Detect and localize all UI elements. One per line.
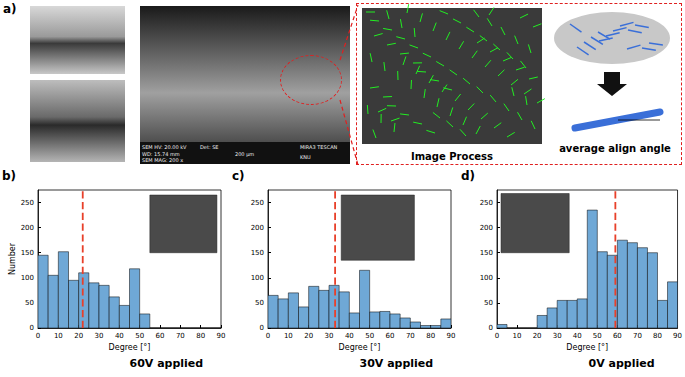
- svg-text:40: 40: [115, 332, 124, 340]
- html-text:KNU: KNU: [300, 154, 311, 160]
- svg-text:20: 20: [74, 332, 83, 340]
- svg-text:40: 40: [573, 332, 582, 340]
- svg-text:d): d): [461, 170, 475, 183]
- svg-text:average align angle: average align angle: [559, 143, 671, 154]
- svg-text:0: 0: [489, 324, 493, 332]
- svg-text:60: 60: [156, 332, 165, 340]
- svg-text:50: 50: [365, 332, 374, 340]
- svg-text:60: 60: [386, 332, 395, 340]
- svg-text:70: 70: [633, 332, 642, 340]
- svg-text:30: 30: [553, 332, 562, 340]
- html-text:SEM HV: 20.00 kV: SEM HV: 20.00 kV: [142, 144, 187, 150]
- svg-text:Degree [°]: Degree [°]: [566, 343, 608, 352]
- svg-text:90: 90: [447, 332, 456, 340]
- svg-text:0: 0: [36, 332, 40, 340]
- svg-text:150: 150: [21, 249, 34, 257]
- svg-text:Number: Number: [8, 242, 17, 275]
- svg-text:30: 30: [95, 332, 104, 340]
- svg-text:0V applied: 0V applied: [589, 357, 655, 370]
- svg-text:200: 200: [21, 224, 34, 232]
- svg-text:50: 50: [135, 332, 144, 340]
- svg-text:b): b): [2, 170, 16, 183]
- svg-text:50: 50: [255, 299, 264, 307]
- html-text:Det: SE: Det: SE: [200, 144, 219, 150]
- svg-text:0: 0: [260, 324, 264, 332]
- svg-text:80: 80: [426, 332, 435, 340]
- svg-text:90: 90: [217, 332, 226, 340]
- svg-text:0: 0: [30, 324, 34, 332]
- svg-text:Image Process: Image Process: [411, 151, 493, 162]
- svg-text:150: 150: [251, 249, 264, 257]
- svg-text:20: 20: [533, 332, 542, 340]
- html-text:SEM MAG: 200 x: SEM MAG: 200 x: [142, 157, 184, 163]
- svg-text:50: 50: [25, 299, 34, 307]
- html-text:MIRA3 TESCAN: MIRA3 TESCAN: [300, 144, 338, 150]
- svg-text:10: 10: [513, 332, 522, 340]
- svg-text:30: 30: [325, 332, 334, 340]
- html-text:200 μm: 200 μm: [235, 151, 255, 157]
- svg-text:250: 250: [480, 199, 493, 207]
- svg-text:0: 0: [266, 332, 270, 340]
- svg-text:250: 250: [21, 199, 34, 207]
- svg-text:90: 90: [673, 332, 682, 340]
- svg-text:60: 60: [613, 332, 622, 340]
- svg-text:100: 100: [251, 274, 264, 282]
- svg-text:70: 70: [406, 332, 415, 340]
- html-text:a): a): [3, 2, 17, 16]
- svg-text:70: 70: [176, 332, 185, 340]
- svg-text:100: 100: [480, 274, 493, 282]
- svg-text:250: 250: [251, 199, 264, 207]
- svg-text:40: 40: [345, 332, 354, 340]
- svg-text:100: 100: [21, 274, 34, 282]
- svg-text:80: 80: [196, 332, 205, 340]
- svg-text:150: 150: [480, 249, 493, 257]
- svg-text:Degree [°]: Degree [°]: [339, 343, 381, 352]
- svg-text:20: 20: [304, 332, 313, 340]
- svg-text:200: 200: [251, 224, 264, 232]
- svg-text:50: 50: [484, 299, 493, 307]
- svg-text:0: 0: [495, 332, 499, 340]
- svg-text:c): c): [232, 170, 245, 183]
- svg-text:50: 50: [593, 332, 602, 340]
- svg-text:200: 200: [480, 224, 493, 232]
- html-text:WD: 15.74 mm: WD: 15.74 mm: [142, 151, 180, 157]
- svg-text:Degree [°]: Degree [°]: [109, 343, 151, 352]
- svg-text:30V applied: 30V applied: [360, 357, 434, 370]
- svg-text:60V applied: 60V applied: [130, 357, 204, 370]
- svg-text:10: 10: [54, 332, 63, 340]
- svg-text:80: 80: [653, 332, 662, 340]
- svg-text:10: 10: [284, 332, 293, 340]
